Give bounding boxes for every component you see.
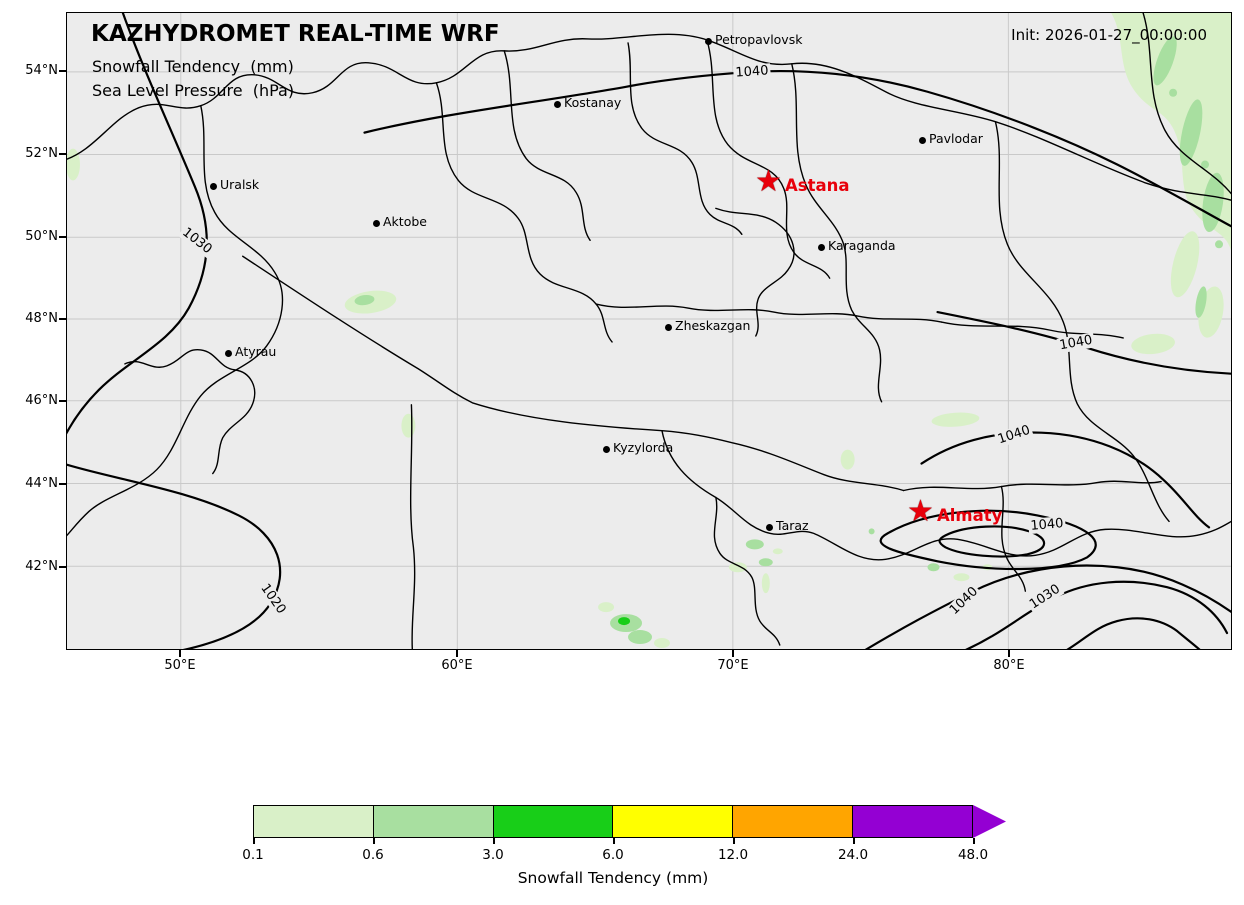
axis-tick bbox=[179, 650, 181, 657]
snowfall-shading bbox=[67, 13, 1231, 649]
y-axis-tick-label: 42°N bbox=[25, 559, 58, 574]
x-axis-tick-label: 70°E bbox=[717, 658, 749, 673]
y-axis-tick-label: 44°N bbox=[25, 476, 58, 491]
colorbar-scale bbox=[253, 805, 973, 838]
map-canvas bbox=[67, 13, 1231, 649]
colorbar-segment bbox=[493, 806, 614, 837]
colorbar-tick bbox=[853, 838, 855, 844]
axis-tick bbox=[59, 483, 66, 485]
plot-area: 1030 1040 1040 1040 1040 1020 1040 1030 … bbox=[66, 12, 1232, 650]
colorbar-segment bbox=[613, 806, 734, 837]
colorbar: 0.1 0.6 3.0 6.0 12.0 24.0 48.0 Snowfall … bbox=[242, 805, 1013, 905]
colorbar-tick-label: 6.0 bbox=[602, 847, 624, 863]
colorbar-tick bbox=[733, 838, 735, 844]
colorbar-title: Snowfall Tendency (mm) bbox=[517, 869, 709, 887]
y-axis-tick-label: 54°N bbox=[25, 63, 58, 78]
colorbar-tick bbox=[253, 838, 255, 844]
colorbar-tick-label: 12.0 bbox=[717, 847, 749, 863]
y-axis-tick-label: 48°N bbox=[25, 311, 58, 326]
x-axis-tick-label: 80°E bbox=[993, 658, 1025, 673]
axis-tick bbox=[59, 236, 66, 238]
colorbar-segment bbox=[733, 806, 854, 837]
colorbar-tick bbox=[493, 838, 495, 844]
axis-tick bbox=[59, 153, 66, 155]
axis-tick bbox=[59, 400, 66, 402]
colorbar-segment bbox=[373, 806, 494, 837]
region-borders bbox=[67, 13, 1231, 649]
colorbar-tick-label: 0.6 bbox=[362, 847, 384, 863]
x-axis-tick-label: 50°E bbox=[164, 658, 196, 673]
colorbar-tick bbox=[973, 838, 975, 844]
colorbar-extend-arrow-icon bbox=[973, 805, 1006, 838]
colorbar-tick bbox=[613, 838, 615, 844]
axis-tick bbox=[59, 566, 66, 568]
colorbar-tick-label: 48.0 bbox=[957, 847, 989, 863]
colorbar-segment bbox=[853, 806, 972, 837]
y-axis-tick-label: 46°N bbox=[25, 393, 58, 408]
x-axis-tick-label: 60°E bbox=[441, 658, 473, 673]
colorbar-tick-label: 3.0 bbox=[482, 847, 504, 863]
axis-tick bbox=[59, 318, 66, 320]
axis-tick bbox=[456, 650, 458, 657]
colorbar-tick bbox=[373, 838, 375, 844]
axis-tick bbox=[732, 650, 734, 657]
grid-lines bbox=[67, 13, 1231, 649]
y-axis-tick-label: 52°N bbox=[25, 146, 58, 161]
colorbar-segment bbox=[254, 806, 374, 837]
colorbar-tick-label: 0.1 bbox=[242, 847, 264, 863]
colorbar-tick-label: 24.0 bbox=[837, 847, 869, 863]
axis-tick bbox=[59, 70, 66, 72]
axis-tick bbox=[1008, 650, 1010, 657]
y-axis-tick-label: 50°N bbox=[25, 229, 58, 244]
